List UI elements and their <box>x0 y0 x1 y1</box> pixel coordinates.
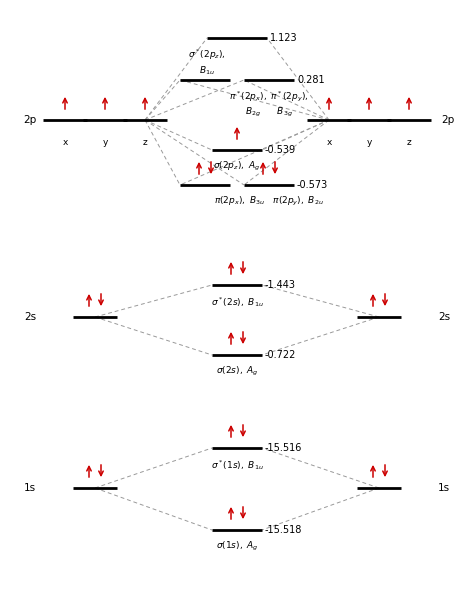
Text: -0.573: -0.573 <box>297 180 328 190</box>
Text: y: y <box>102 138 108 147</box>
Text: 2p: 2p <box>23 115 36 125</box>
Text: -1.443: -1.443 <box>265 280 296 290</box>
Text: 2s: 2s <box>438 312 450 322</box>
Text: 2s: 2s <box>24 312 36 322</box>
Text: x: x <box>62 138 68 147</box>
Text: 2p: 2p <box>441 115 455 125</box>
Text: 1.123: 1.123 <box>270 33 298 43</box>
Text: $\sigma^*(2s),\ B_{1u}$: $\sigma^*(2s),\ B_{1u}$ <box>210 295 264 309</box>
Text: 1s: 1s <box>24 483 36 493</box>
Text: $\sigma(2p_z),\ A_g$: $\sigma(2p_z),\ A_g$ <box>213 160 261 173</box>
Text: $\sigma^*(1s),\ B_{1u}$: $\sigma^*(1s),\ B_{1u}$ <box>210 458 264 472</box>
Text: -15.516: -15.516 <box>265 443 302 453</box>
Text: $\sigma(1s),\ A_g$: $\sigma(1s),\ A_g$ <box>216 540 258 553</box>
Text: 1s: 1s <box>438 483 450 493</box>
Text: $\sigma^*(2p_z),$
$B_{1u}$: $\sigma^*(2p_z),$ $B_{1u}$ <box>188 48 226 77</box>
Text: z: z <box>143 138 147 147</box>
Text: -15.518: -15.518 <box>265 525 302 535</box>
Text: $\pi(2p_x),\ B_{3u}\quad\pi(2p_y),\ B_{2u}$: $\pi(2p_x),\ B_{3u}\quad\pi(2p_y),\ B_{2… <box>214 195 324 208</box>
Text: $\pi^*(2p_x),\ \pi^*(2p_y),$
$B_{2g}\quad\quad B_{3g}$: $\pi^*(2p_x),\ \pi^*(2p_y),$ $B_{2g}\qua… <box>229 90 309 120</box>
Text: -0.539: -0.539 <box>265 145 296 155</box>
Text: x: x <box>326 138 332 147</box>
Text: y: y <box>366 138 372 147</box>
Text: -0.722: -0.722 <box>265 350 296 360</box>
Text: 0.281: 0.281 <box>297 75 325 85</box>
Text: z: z <box>407 138 411 147</box>
Text: $\sigma(2s),\ A_g$: $\sigma(2s),\ A_g$ <box>216 365 258 378</box>
